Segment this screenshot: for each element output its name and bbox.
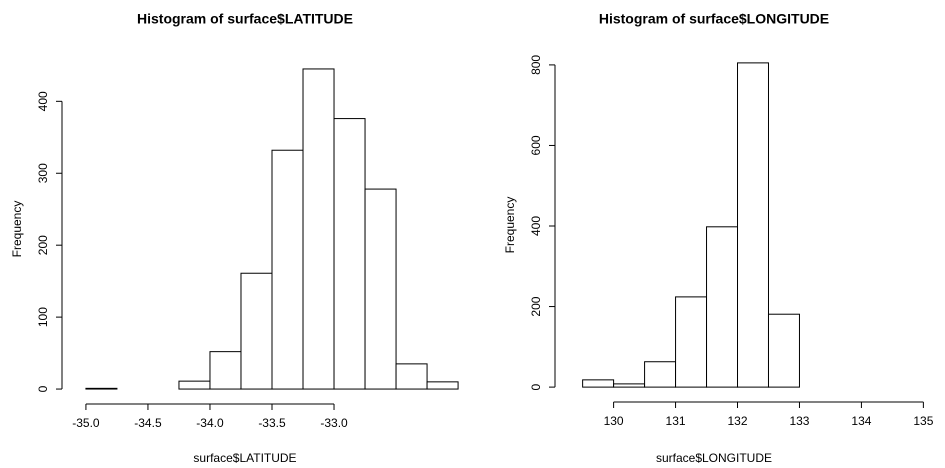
y-tick-label: 0: [529, 383, 543, 390]
histogram-bar: [209, 351, 242, 390]
x-tick-label: 134: [851, 414, 871, 428]
histogram-bar: [613, 383, 646, 388]
histogram-bar: [302, 68, 335, 390]
histogram-bar: [395, 363, 428, 390]
histogram-bar: [582, 379, 615, 388]
histogram-bar: [706, 226, 739, 388]
x-tick-label: 135: [913, 414, 933, 428]
x-tick-label: 131: [666, 414, 686, 428]
x-tick-label: -34.0: [196, 416, 224, 430]
x-tick-label: 132: [727, 414, 747, 428]
y-tick-label: 600: [529, 135, 543, 155]
histogram-bar: [364, 188, 397, 390]
x-axis-label: surface$LONGITUDE: [656, 451, 772, 465]
x-tick-label: -33.0: [320, 416, 348, 430]
x-tick-label: -35.0: [72, 416, 100, 430]
x-axis-label: surface$LATITUDE: [193, 451, 296, 465]
y-tick-label: 800: [529, 55, 543, 75]
y-axis-label: Frequency: [503, 197, 517, 254]
histogram-bar: [737, 62, 769, 388]
histogram-bar: [271, 149, 304, 390]
histogram-bar: [767, 313, 800, 388]
histogram-bar: [426, 381, 459, 390]
histogram-bar: [240, 272, 273, 390]
x-tick-label: 130: [604, 414, 624, 428]
y-tick-label: 100: [36, 307, 50, 327]
y-tick-label: 400: [529, 216, 543, 236]
y-tick-label: 300: [36, 163, 50, 183]
y-tick-label: 0: [36, 385, 50, 392]
histogram-bar: [333, 118, 366, 390]
x-tick-label: 133: [789, 414, 809, 428]
histogram-bar: [85, 387, 118, 390]
y-tick-label: 200: [529, 296, 543, 316]
x-tick-label: -34.5: [134, 416, 162, 430]
histogram-bar: [644, 361, 677, 388]
x-tick-label: -33.5: [258, 416, 286, 430]
y-tick-label: 400: [36, 91, 50, 111]
chart-title: Histogram of surface$LATITUDE: [137, 11, 353, 27]
histogram-bar: [178, 380, 211, 390]
y-axis-label: Frequency: [10, 201, 24, 258]
y-tick-label: 200: [36, 235, 50, 255]
histogram-bar: [675, 296, 708, 388]
chart-title: Histogram of surface$LONGITUDE: [599, 11, 829, 27]
